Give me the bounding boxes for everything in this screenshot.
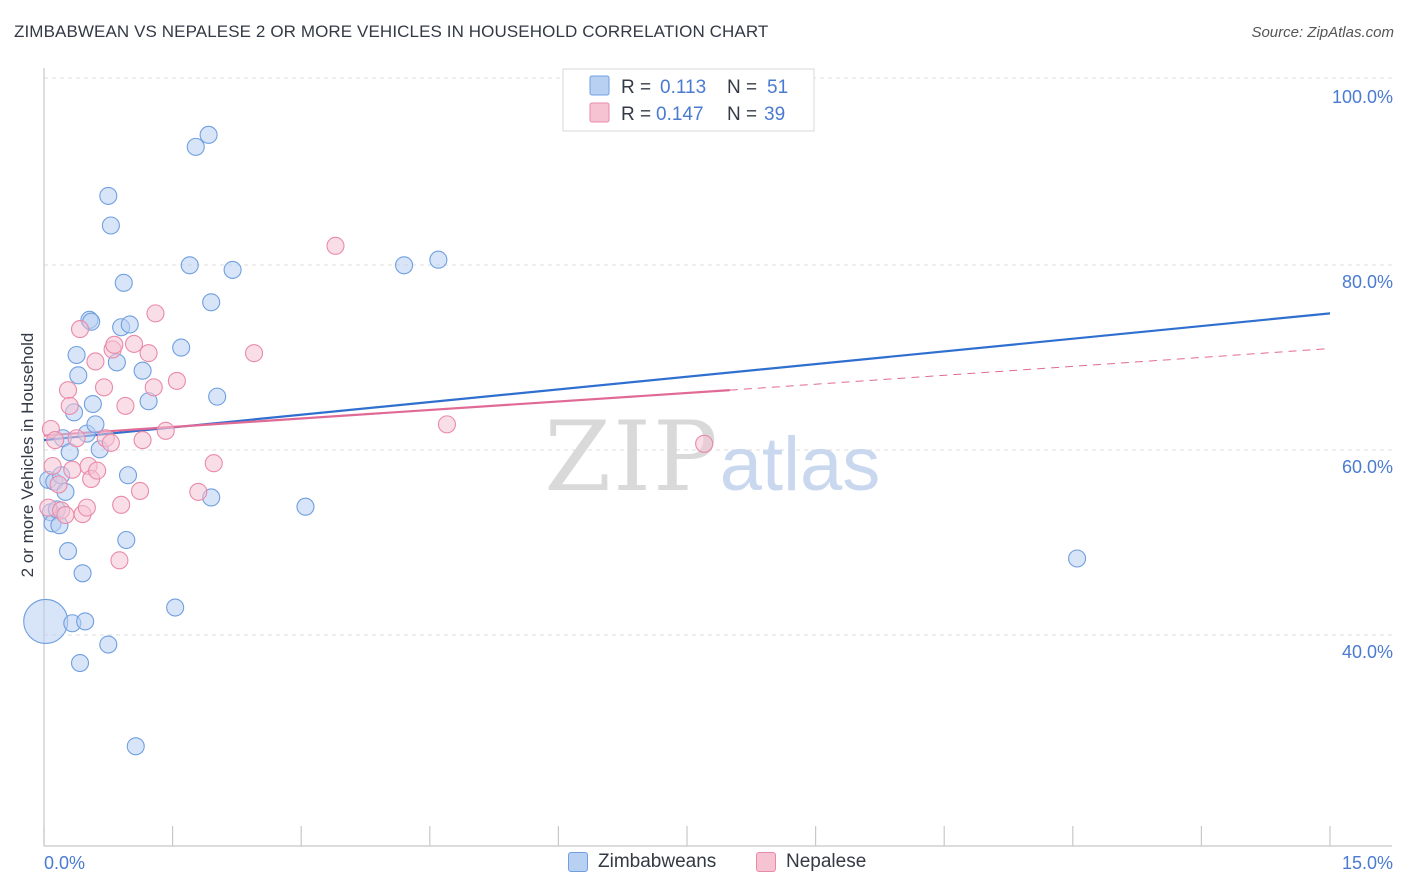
nepalese-point	[124, 334, 144, 353]
legend-swatch-nepalese	[589, 102, 610, 123]
nepalese-point	[43, 456, 62, 476]
legend-n-value: 39	[764, 104, 785, 125]
zimbabweans-point	[202, 293, 221, 312]
legend-r-value: 0.147	[656, 104, 704, 125]
nepalese-point	[46, 431, 65, 450]
nepalese-point	[86, 352, 105, 371]
watermark: ZIP atlas	[544, 401, 880, 513]
zimbabweans-point	[186, 137, 205, 156]
data-points	[23, 125, 1087, 756]
zimbabweans-point	[1068, 549, 1087, 568]
nepalese-label: Nepalese	[786, 851, 867, 872]
nepalese-point	[105, 335, 124, 354]
zimbabweans-point	[117, 530, 136, 550]
legend-n-label: N =	[727, 104, 757, 125]
nepalese-point	[70, 320, 90, 339]
axes	[43, 68, 1392, 847]
legend-swatch-zimbabweans	[589, 75, 610, 96]
bottom-legend: Zimbabweans Nepalese	[0, 851, 1406, 879]
zimbabweans-point	[395, 256, 414, 275]
nepalese-point	[130, 481, 150, 501]
zimbabweans-swatch	[568, 852, 588, 872]
zimbabweans-point	[69, 366, 88, 385]
nepalese-point	[144, 378, 163, 397]
nepalese-point	[77, 498, 96, 517]
legend-r-value: 0.113	[660, 77, 706, 98]
nepalese-point	[437, 415, 456, 434]
chart-title: ZIMBABWEAN VS NEPALESE 2 OR MORE VEHICLE…	[14, 22, 769, 41]
nepalese-point	[189, 482, 208, 501]
nepalese-point	[94, 378, 114, 397]
zimbabweans-point	[83, 394, 102, 414]
nepalese-point	[63, 460, 82, 479]
nepalese-point	[116, 396, 135, 415]
zimbabweans-point	[199, 125, 218, 144]
zimbabweans-point	[126, 737, 145, 756]
nepalese-point	[60, 396, 79, 415]
nepalese-point	[56, 505, 75, 525]
zimbabweans-point	[114, 273, 133, 292]
nepalese-point	[167, 371, 186, 390]
zimbabweans-point	[86, 415, 105, 434]
nepalese-swatch	[756, 852, 776, 872]
zimbabweans-point	[70, 653, 90, 673]
nepalese-point	[110, 551, 129, 570]
legend-r-label: R =	[621, 104, 651, 125]
nepalese-point	[112, 495, 131, 514]
zimbabweans-point	[99, 186, 118, 205]
legend: R = 0.113 N = 51 R = 0.147 N = 39	[562, 68, 815, 132]
zimbabweans-trend-line	[43, 312, 1331, 442]
nepalese-point	[695, 434, 714, 453]
legend-n-label: N =	[727, 77, 757, 98]
zimbabweans-point	[67, 345, 86, 365]
zimbabweans-point	[76, 612, 95, 631]
zimbabweans-point	[223, 260, 242, 279]
zimbabweans-point	[133, 361, 152, 380]
bottom-legend-zimbabweans: Zimbabweans	[568, 851, 716, 873]
zimbabweans-point	[180, 256, 199, 275]
watermark-atlas: atlas	[720, 422, 881, 507]
nepalese-point	[88, 461, 107, 480]
legend-n-value: 51	[767, 77, 788, 98]
zimbabweans-point	[172, 338, 191, 357]
nepalese-point	[156, 421, 175, 440]
zimbabweans-point	[120, 315, 139, 334]
legend-r-label: R =	[621, 77, 651, 98]
x-tick-label: 15.0%	[1342, 853, 1393, 873]
tick-labels: 40.0% 60.0% 80.0% 100.0% 0.0% 15.0%	[44, 87, 1393, 873]
zimbabweans-point	[23, 598, 69, 644]
zimbabweans-point	[118, 466, 138, 485]
zimbabweans-point	[208, 387, 227, 406]
nepalese-point	[67, 429, 86, 448]
nepalese-point	[244, 344, 264, 363]
nepalese-point	[49, 475, 68, 494]
y-tick-label: 80.0%	[1342, 272, 1393, 292]
zimbabweans-point	[73, 564, 92, 583]
source-label: Source: ZipAtlas.com	[1251, 24, 1394, 41]
zimbabweans-point	[166, 598, 185, 617]
zimbabweans-point	[99, 635, 118, 654]
y-tick-label: 60.0%	[1342, 457, 1393, 477]
nepalese-point	[146, 304, 165, 323]
nepalese-point	[326, 236, 345, 255]
watermark-zip: ZIP	[544, 401, 719, 513]
nepalese-point	[58, 381, 78, 400]
bottom-legend-nepalese: Nepalese	[756, 851, 866, 873]
zimbabweans-point	[429, 250, 448, 269]
zimbabweans-point	[58, 542, 78, 561]
y-tick-label: 40.0%	[1342, 642, 1393, 662]
zimbabweans-point	[101, 216, 120, 235]
y-tick-label: 100.0%	[1332, 87, 1393, 107]
zimbabweans-point	[296, 497, 315, 516]
nepalese-point	[101, 433, 120, 452]
nepalese-point	[133, 431, 152, 450]
nepalese-point	[204, 454, 223, 473]
nepalese-trend-line	[729, 348, 1331, 391]
zimbabweans-label: Zimbabweans	[598, 851, 717, 872]
x-tick-label: 0.0%	[44, 853, 85, 873]
nepalese-point	[139, 344, 158, 363]
